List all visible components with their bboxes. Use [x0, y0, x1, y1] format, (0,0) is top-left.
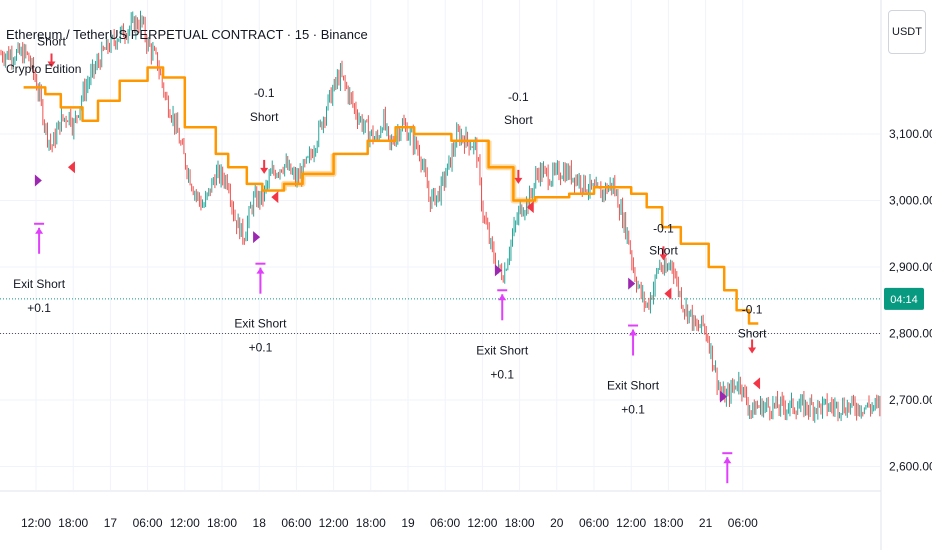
- trade-markers: Short -0.1 Short -0.1 Short -0.1 Short -0.1 Shor…: [13, 35, 767, 484]
- exit-short-arrowhead: [256, 267, 265, 274]
- time-tick-label: 06:00: [579, 516, 609, 530]
- short-entry-arrowhead: [514, 177, 523, 184]
- exit-short-qty: +0.1: [490, 367, 514, 381]
- exit-short-qty: +0.1: [621, 403, 645, 417]
- time-tick-label: 06:00: [281, 516, 311, 530]
- time-tick-label: 12:00: [319, 516, 349, 530]
- short-entry-label: Short: [250, 110, 279, 124]
- chart-title: Ethereum / TetherUS PERPETUAL CONTRACT ·…: [6, 27, 368, 42]
- time-tick-label: 06:00: [430, 516, 460, 530]
- price-tick-label: 2,900.00: [889, 260, 932, 274]
- short-entry-qty: -0.1: [742, 302, 763, 316]
- countdown-badge: [884, 287, 924, 310]
- trend-line-glow: [485, 140, 539, 204]
- price-tick-label: 2,600.00: [889, 460, 932, 474]
- exit-short-label: Exit Short: [234, 317, 287, 331]
- currency-button[interactable]: USDT: [888, 10, 926, 54]
- exit-short-arrowhead: [498, 294, 507, 301]
- short-entry-label: Short: [37, 35, 66, 49]
- short-entry-qty: -0.1: [508, 90, 529, 104]
- price-tick-label: 3,100.00: [889, 127, 932, 141]
- triangle-marker-right: [494, 264, 502, 277]
- grid-lines: [0, 0, 880, 490]
- exit-short-qty: +0.1: [27, 301, 51, 315]
- exit-short-label: Exit Short: [476, 343, 529, 357]
- countdown-badge-label: 04:14: [890, 294, 918, 306]
- trend-line: [23, 66, 759, 325]
- triangle-marker-right: [253, 231, 261, 244]
- triangle-marker-right: [34, 174, 42, 187]
- short-entry-arrowhead: [47, 61, 56, 68]
- exit-short-qty: +0.1: [249, 341, 273, 355]
- time-axis: 12:00 18:00 17 06:00 12:00 18:00 18 06:00 12:00 1…: [0, 490, 881, 530]
- short-entry-label: Short: [504, 113, 533, 127]
- time-tick-label: 06:00: [133, 516, 163, 530]
- triangle-marker-right: [719, 390, 727, 403]
- triangle-marker-left: [526, 201, 534, 214]
- time-tick-label: 18:00: [207, 516, 237, 530]
- price-tick-label: 3,000.00: [889, 194, 932, 208]
- time-tick-label: 21: [699, 516, 713, 530]
- strategy-name: Crypto Edition: [6, 62, 82, 76]
- triangle-marker-left: [67, 161, 75, 174]
- short-entry-label: Short: [738, 326, 767, 340]
- time-tick-label: 12:00: [616, 516, 646, 530]
- time-tick-label: 19: [401, 516, 415, 530]
- time-tick-label: 18: [253, 516, 267, 530]
- time-tick-label: 20: [550, 516, 564, 530]
- exit-short-label: Exit Short: [607, 379, 660, 393]
- time-tick-label: 06:00: [728, 516, 758, 530]
- short-entry-arrowhead: [260, 167, 269, 174]
- exit-short-arrowhead: [35, 227, 44, 234]
- exit-short-label: Exit Short: [13, 277, 66, 291]
- triangle-marker-left: [271, 191, 279, 204]
- short-entry-arrowhead: [659, 254, 668, 261]
- short-entry-label: Short: [649, 243, 678, 257]
- time-tick-label: 18:00: [356, 516, 386, 530]
- trend-line: [23, 66, 759, 325]
- exit-short-arrowhead: [629, 329, 638, 336]
- exit-short-arrowhead: [723, 457, 732, 464]
- candles: [0, 10, 881, 423]
- triangle-marker-right: [628, 277, 636, 290]
- time-tick-label: 12:00: [170, 516, 200, 530]
- triangle-marker-left: [664, 287, 672, 300]
- triangle-marker-left: [753, 377, 761, 390]
- price-tick-label: 2,700.00: [889, 393, 932, 407]
- time-tick-label: 17: [104, 516, 118, 530]
- time-tick-label: 12:00: [21, 516, 51, 530]
- short-entry-arrowhead: [748, 347, 757, 354]
- countdown-badge-group: 04:14: [884, 287, 924, 310]
- time-tick-label: 18:00: [505, 516, 535, 530]
- time-tick-label: 12:00: [467, 516, 497, 530]
- time-tick-label: 18:00: [653, 516, 683, 530]
- time-tick-label: 18:00: [58, 516, 88, 530]
- price-axis: 2,600.00 2,700.00 2,800.00 2,900.00 3,000.00…: [880, 0, 932, 550]
- short-entry-qty: -0.1: [254, 86, 275, 100]
- price-tick-label: 2,800.00: [889, 327, 932, 341]
- short-entry-qty: -0.1: [653, 221, 674, 235]
